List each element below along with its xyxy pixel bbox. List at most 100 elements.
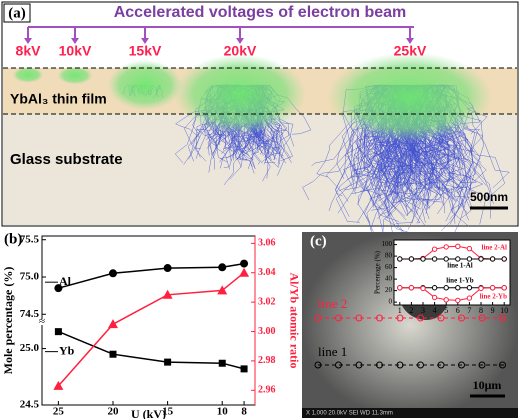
y-tick-label: 40 <box>385 275 393 283</box>
arrow-head <box>406 38 414 44</box>
marker <box>443 297 449 303</box>
series-label: line 1-Yb <box>446 276 474 284</box>
voltage-label: 15kV <box>129 43 162 59</box>
voltage-label: 20kV <box>224 43 257 59</box>
marker <box>431 246 438 252</box>
voltage-label: 8kV <box>16 43 42 59</box>
marker <box>397 256 403 262</box>
series-label: line 2-Al <box>482 244 508 252</box>
arrow-head <box>141 38 149 44</box>
y-tick-label: 80 <box>385 252 393 260</box>
x-tick-label: 9 <box>491 306 495 315</box>
marker <box>431 285 438 291</box>
voltage-label: 10kV <box>59 43 92 59</box>
y2-tick-label: 2.96 <box>258 385 276 396</box>
y-tick-label: 74.5 <box>20 308 40 320</box>
series-label: line 1-Al <box>447 262 473 270</box>
y2-tick-label: 3.04 <box>258 267 276 278</box>
x-tick-label: 15 <box>162 406 174 418</box>
marker <box>109 350 117 358</box>
y2-tick-label: 2.98 <box>258 355 276 366</box>
interaction-volume <box>57 66 93 85</box>
sem-scale-label: 10μm <box>473 378 502 392</box>
arrow-head <box>24 38 32 44</box>
scan-point <box>396 361 404 369</box>
y-tick-label: 60 <box>385 263 393 271</box>
marker <box>408 285 415 291</box>
marker <box>455 297 461 304</box>
marker <box>162 289 173 299</box>
interaction-volume <box>12 66 44 83</box>
x-tick-label: 4 <box>433 306 437 315</box>
y-tick-label: 20 <box>385 286 393 294</box>
marker <box>109 269 117 278</box>
marker <box>54 284 63 293</box>
marker <box>408 256 415 262</box>
marker <box>455 243 461 250</box>
scan-point <box>355 314 363 322</box>
scan-point <box>458 361 465 369</box>
marker <box>420 256 426 262</box>
scan-point <box>437 314 445 322</box>
series-line <box>57 272 245 387</box>
marker <box>240 365 248 373</box>
y2-tick-label: 3.00 <box>258 326 276 337</box>
scan-point <box>417 314 424 322</box>
marker <box>240 259 249 268</box>
marker <box>239 267 250 277</box>
film-label: YbAl₃ thin film <box>10 91 107 107</box>
substrate-label: Glass substrate <box>10 151 123 168</box>
line2-label: line 2 <box>318 296 347 311</box>
y-tick-label: 24.5 <box>20 399 40 411</box>
scan-point <box>335 314 342 322</box>
scan-point <box>355 361 363 369</box>
interaction-volume <box>107 60 183 110</box>
scan-point <box>314 361 322 369</box>
y-tick-label: 0 <box>389 298 393 306</box>
x-axis-label: U (kV) <box>131 407 166 419</box>
series-line <box>58 330 245 370</box>
scan-point <box>314 314 322 322</box>
y2-tick-label: 3.02 <box>258 296 276 307</box>
marker <box>218 263 227 272</box>
scan-point <box>396 314 404 322</box>
marker <box>501 256 507 262</box>
panel-label: (c) <box>310 233 327 249</box>
series-line <box>58 262 245 289</box>
x-tick-label: 8 <box>241 406 247 418</box>
marker <box>466 245 473 252</box>
x-tick-label: 6 <box>456 306 460 315</box>
series-line <box>399 287 505 301</box>
marker <box>164 358 172 366</box>
marker <box>455 256 461 262</box>
scan-point <box>478 361 486 369</box>
x-tick-label: 7 <box>467 306 471 315</box>
series-label: Al <box>59 274 72 288</box>
voltage-label: 25kV <box>394 43 427 59</box>
marker <box>108 319 118 329</box>
marker <box>501 285 507 291</box>
marker <box>163 264 172 273</box>
scale-label: 500nm <box>470 190 508 204</box>
label-box <box>3 3 31 23</box>
scan-point <box>376 314 383 322</box>
marker <box>489 285 496 291</box>
sem-footer-text: X 1,000 20.0kV SEI WD 11.3mm <box>306 411 393 417</box>
marker <box>466 285 473 291</box>
scan-point <box>499 361 506 369</box>
marker <box>217 285 228 295</box>
x-tick-label: 10 <box>500 306 508 315</box>
x-tick-label: 20 <box>108 406 120 418</box>
line1-label: line 1 <box>318 344 347 359</box>
y-tick-label: 75.0 <box>20 271 40 283</box>
axis-break <box>38 319 46 325</box>
x-tick-label: 5 <box>444 306 448 315</box>
marker <box>420 285 426 292</box>
x-tick-label: 25 <box>53 406 65 418</box>
series-label: Yb <box>59 343 75 357</box>
scan-point <box>417 361 424 369</box>
y2-tick-label: 3.06 <box>258 238 276 249</box>
scan-point <box>335 361 342 369</box>
y-axis-label: Mole percentage (%) <box>1 267 15 375</box>
